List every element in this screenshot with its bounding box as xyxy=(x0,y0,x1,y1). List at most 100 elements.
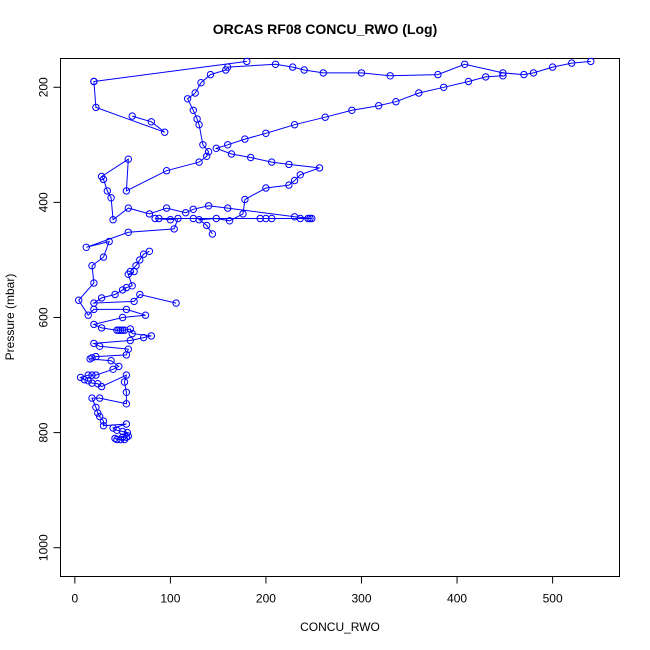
x-tick-label: 100 xyxy=(160,592,180,606)
data-point xyxy=(145,247,154,256)
data-point xyxy=(82,243,91,252)
data-point xyxy=(227,150,236,158)
data-point xyxy=(189,205,198,214)
data-point xyxy=(308,214,316,223)
data-point xyxy=(482,73,490,81)
data-point xyxy=(128,112,136,120)
x-tick-label: 300 xyxy=(351,592,371,606)
data-point xyxy=(247,153,255,162)
data-point xyxy=(225,217,234,225)
data-point xyxy=(151,214,159,223)
data-point xyxy=(96,342,104,350)
series-line xyxy=(93,81,166,133)
data-point xyxy=(120,326,129,334)
y-tick-label: 800 xyxy=(37,422,51,442)
data-point xyxy=(99,417,108,425)
data-point xyxy=(99,422,108,430)
data-point xyxy=(97,172,106,181)
data-point xyxy=(107,194,115,202)
data-point xyxy=(315,164,324,172)
data-point xyxy=(118,433,127,441)
data-point xyxy=(115,326,123,334)
data-point xyxy=(92,403,100,411)
data-point xyxy=(130,297,138,306)
data-point xyxy=(415,89,423,97)
data-point xyxy=(115,362,123,371)
data-point xyxy=(136,290,144,299)
data-point xyxy=(118,326,127,334)
data-point xyxy=(126,267,135,276)
data-point xyxy=(88,354,96,362)
data-point xyxy=(92,103,100,112)
data-point xyxy=(90,279,98,287)
data-point xyxy=(109,216,117,224)
data-point xyxy=(109,365,117,373)
data-point xyxy=(126,336,135,345)
x-axis: 0 100 200 300 400 500 xyxy=(71,576,563,606)
data-point xyxy=(111,290,119,299)
data-point xyxy=(124,432,133,440)
data-point xyxy=(80,376,89,384)
data-point xyxy=(122,283,131,292)
data-point xyxy=(296,171,304,179)
data-point xyxy=(141,311,150,319)
data-point xyxy=(434,70,442,79)
data-point xyxy=(97,324,106,332)
x-tick-label: 200 xyxy=(256,592,276,606)
data-point xyxy=(124,345,133,353)
data-point xyxy=(88,262,96,270)
data-point xyxy=(306,214,314,223)
data-point xyxy=(90,77,98,86)
data-point xyxy=(212,214,221,223)
data-point xyxy=(139,250,148,258)
y-tick-label: 600 xyxy=(37,307,51,327)
data-point xyxy=(92,352,100,361)
data-point xyxy=(183,95,192,103)
data-point xyxy=(88,394,96,402)
data-point xyxy=(113,326,121,334)
data-point xyxy=(289,63,297,71)
data-point xyxy=(122,305,131,314)
data-point xyxy=(123,428,132,437)
data-point xyxy=(195,216,203,224)
data-point xyxy=(204,202,213,210)
y-tick-label: 200 xyxy=(37,77,51,97)
data-point xyxy=(461,60,469,69)
data-point xyxy=(122,433,131,441)
data-point xyxy=(182,209,190,217)
data-point xyxy=(241,135,249,143)
data-point xyxy=(271,60,280,69)
data-point xyxy=(94,380,102,388)
y-tick-label: 1000 xyxy=(37,534,51,561)
data-point xyxy=(118,286,127,294)
data-point xyxy=(88,371,96,379)
y-axis-label: Pressure (mbar) xyxy=(3,274,17,361)
data-point xyxy=(268,214,276,223)
data-point xyxy=(174,214,182,223)
data-point xyxy=(166,216,175,224)
data-point xyxy=(587,57,595,66)
data-point xyxy=(132,262,140,270)
data-point xyxy=(117,326,125,334)
data-point xyxy=(107,357,115,365)
data-point xyxy=(103,187,112,195)
data-point xyxy=(204,148,213,156)
data-point xyxy=(84,377,92,385)
data-point xyxy=(268,158,276,166)
data-point xyxy=(97,294,106,302)
data-point xyxy=(203,152,211,161)
data-point xyxy=(239,210,247,218)
data-point xyxy=(105,237,113,246)
data-point xyxy=(120,378,129,386)
data-point xyxy=(136,256,144,264)
data-point xyxy=(147,118,156,126)
data-point xyxy=(206,70,215,79)
data-point xyxy=(290,213,299,221)
data-point xyxy=(122,388,131,396)
data-point xyxy=(195,158,203,166)
data-point xyxy=(88,379,96,387)
data-point xyxy=(147,332,156,340)
data-point xyxy=(99,253,108,261)
data-point xyxy=(161,128,169,136)
